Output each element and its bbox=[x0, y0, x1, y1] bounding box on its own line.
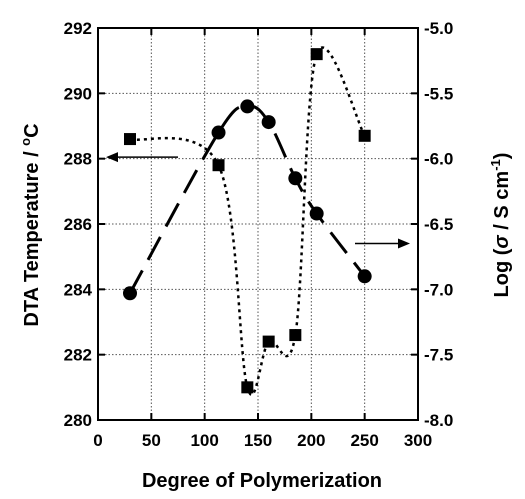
y-right-tick-label: -5.5 bbox=[424, 84, 453, 103]
annotation-arrows bbox=[106, 152, 410, 249]
y-right-tick-label: -7.0 bbox=[424, 280, 453, 299]
y-left-tick-label: 288 bbox=[64, 150, 92, 169]
y-right-tick-label: -6.5 bbox=[424, 215, 453, 234]
y-left-tick-label: 290 bbox=[64, 84, 92, 103]
series-markers bbox=[123, 48, 372, 394]
arrow-left-head bbox=[106, 152, 118, 163]
series-0-point bbox=[124, 133, 136, 146]
x-tick-label: 0 bbox=[93, 431, 102, 450]
x-tick-label: 50 bbox=[142, 431, 161, 450]
grid-lines bbox=[98, 28, 418, 420]
y-left-tick-label: 292 bbox=[64, 19, 92, 38]
series-0-point bbox=[289, 329, 302, 342]
series-1-point bbox=[309, 206, 324, 221]
x-tick-label: 300 bbox=[404, 431, 432, 450]
series-1-line bbox=[128, 104, 366, 294]
x-tick-labels: 0 50 100 150 200 250 300 bbox=[93, 431, 432, 450]
y-left-tick-labels: 280 282 284 286 288 290 292 bbox=[64, 19, 93, 430]
series-0-point bbox=[241, 381, 254, 394]
y-right-tick-label: -7.5 bbox=[424, 346, 453, 365]
series-1-point bbox=[240, 99, 255, 114]
y-left-tick-label: 286 bbox=[64, 215, 92, 234]
y-left-tick-label: 280 bbox=[64, 411, 92, 430]
x-tick-label: 250 bbox=[350, 431, 378, 450]
x-tick-label: 200 bbox=[297, 431, 325, 450]
y-right-tick-label: -6.0 bbox=[424, 150, 453, 169]
series-1-point bbox=[357, 269, 372, 284]
y-left-tick-label: 284 bbox=[64, 280, 93, 299]
y-left-axis-title: DTA Temperature / oC bbox=[18, 123, 43, 326]
x-axis-title: Degree of Polymerization bbox=[142, 470, 382, 492]
series-1-point bbox=[261, 115, 276, 130]
y-right-axis-title: Log (σ / S cm-1) bbox=[488, 153, 513, 298]
series-0-point bbox=[262, 335, 275, 348]
series-0-point bbox=[212, 159, 225, 172]
arrow-right-head bbox=[398, 238, 410, 249]
x-tick-label: 150 bbox=[244, 431, 272, 450]
tick-marks bbox=[97, 27, 419, 421]
series-0-point bbox=[358, 129, 371, 142]
y-right-tick-label: -8.0 bbox=[424, 411, 453, 430]
x-tick-label: 100 bbox=[190, 431, 218, 450]
y-left-tick-label: 282 bbox=[64, 346, 92, 365]
series-1-point bbox=[288, 171, 303, 186]
series-1-point bbox=[211, 125, 226, 140]
series-0-point bbox=[310, 48, 323, 61]
y-right-tick-label: -5.0 bbox=[424, 19, 453, 38]
series-1-point bbox=[123, 286, 137, 301]
y-right-tick-labels: -8.0 -7.5 -7.0 -6.5 -6.0 -5.5 -5.0 bbox=[424, 19, 453, 430]
